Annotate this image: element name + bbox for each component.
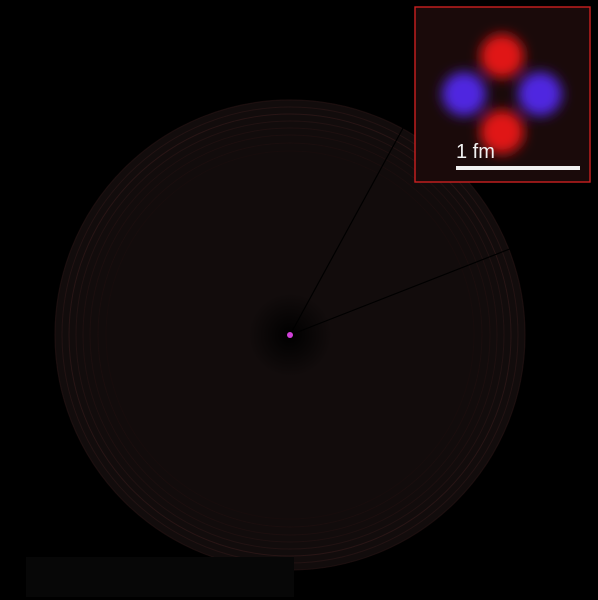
inset-frame bbox=[415, 7, 590, 182]
neutron bbox=[518, 72, 562, 116]
nucleus-inset: 1 fm bbox=[415, 7, 590, 182]
bottom-bar bbox=[26, 557, 294, 597]
atom-diagram: 1 fm bbox=[0, 0, 598, 600]
proton bbox=[480, 34, 524, 78]
nucleus-dot bbox=[287, 332, 293, 338]
neutron bbox=[442, 72, 486, 116]
scale-label: 1 fm bbox=[456, 141, 495, 163]
